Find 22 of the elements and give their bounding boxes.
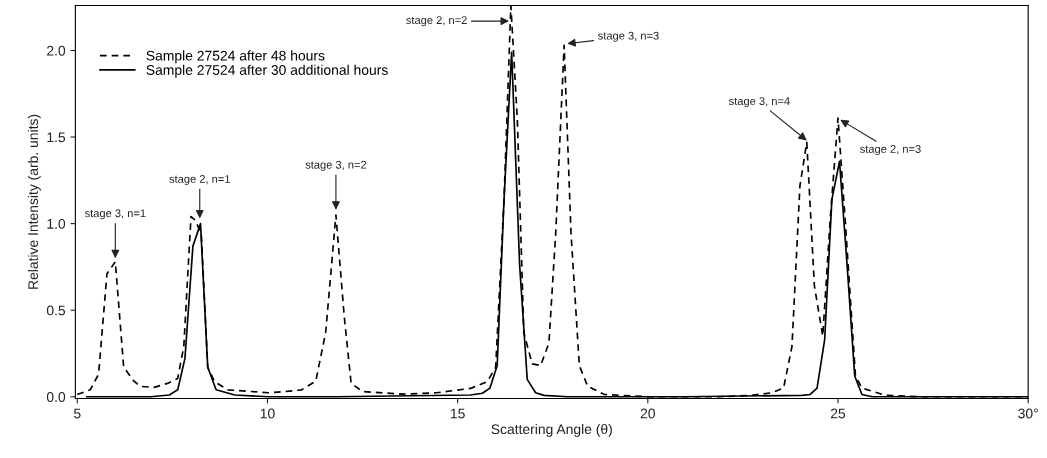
annotation: stage 2, n=2 [406, 16, 467, 27]
annotation: stage 3, n=4 [728, 97, 790, 108]
annotation: stage 3, n=3 [598, 31, 659, 42]
x-tick-label: 10 [260, 408, 275, 419]
x-tick-label: 25 [830, 408, 846, 419]
legend-label: Sample 27524 after 30 additional hours [146, 64, 388, 78]
x-tick-label: 15 [450, 408, 465, 419]
annotation: stage 3, n=1 [84, 209, 146, 220]
x-axis-title: Scattering Angle (θ) [491, 423, 612, 437]
y-tick-label: 0.0 [46, 392, 66, 402]
y-axis-title: Relative Intensity (arb. units) [27, 114, 41, 289]
y-tick-label: 1.5 [47, 132, 66, 143]
x-tick-label: 20 [640, 408, 655, 419]
x-tick-label: 30° [1018, 408, 1038, 419]
annotation: stage 2, n=3 [860, 145, 921, 156]
y-tick-label: 0.5 [46, 305, 66, 316]
legend-label: Sample 27524 after 48 hours [146, 50, 325, 64]
x-tick-label: 5 [73, 408, 81, 419]
y-tick-label: 2.0 [47, 45, 66, 56]
y-tick-label: 1.0 [47, 218, 66, 229]
annotation: stage 2, n=1 [169, 175, 230, 186]
annotation: stage 3, n=2 [305, 160, 367, 171]
